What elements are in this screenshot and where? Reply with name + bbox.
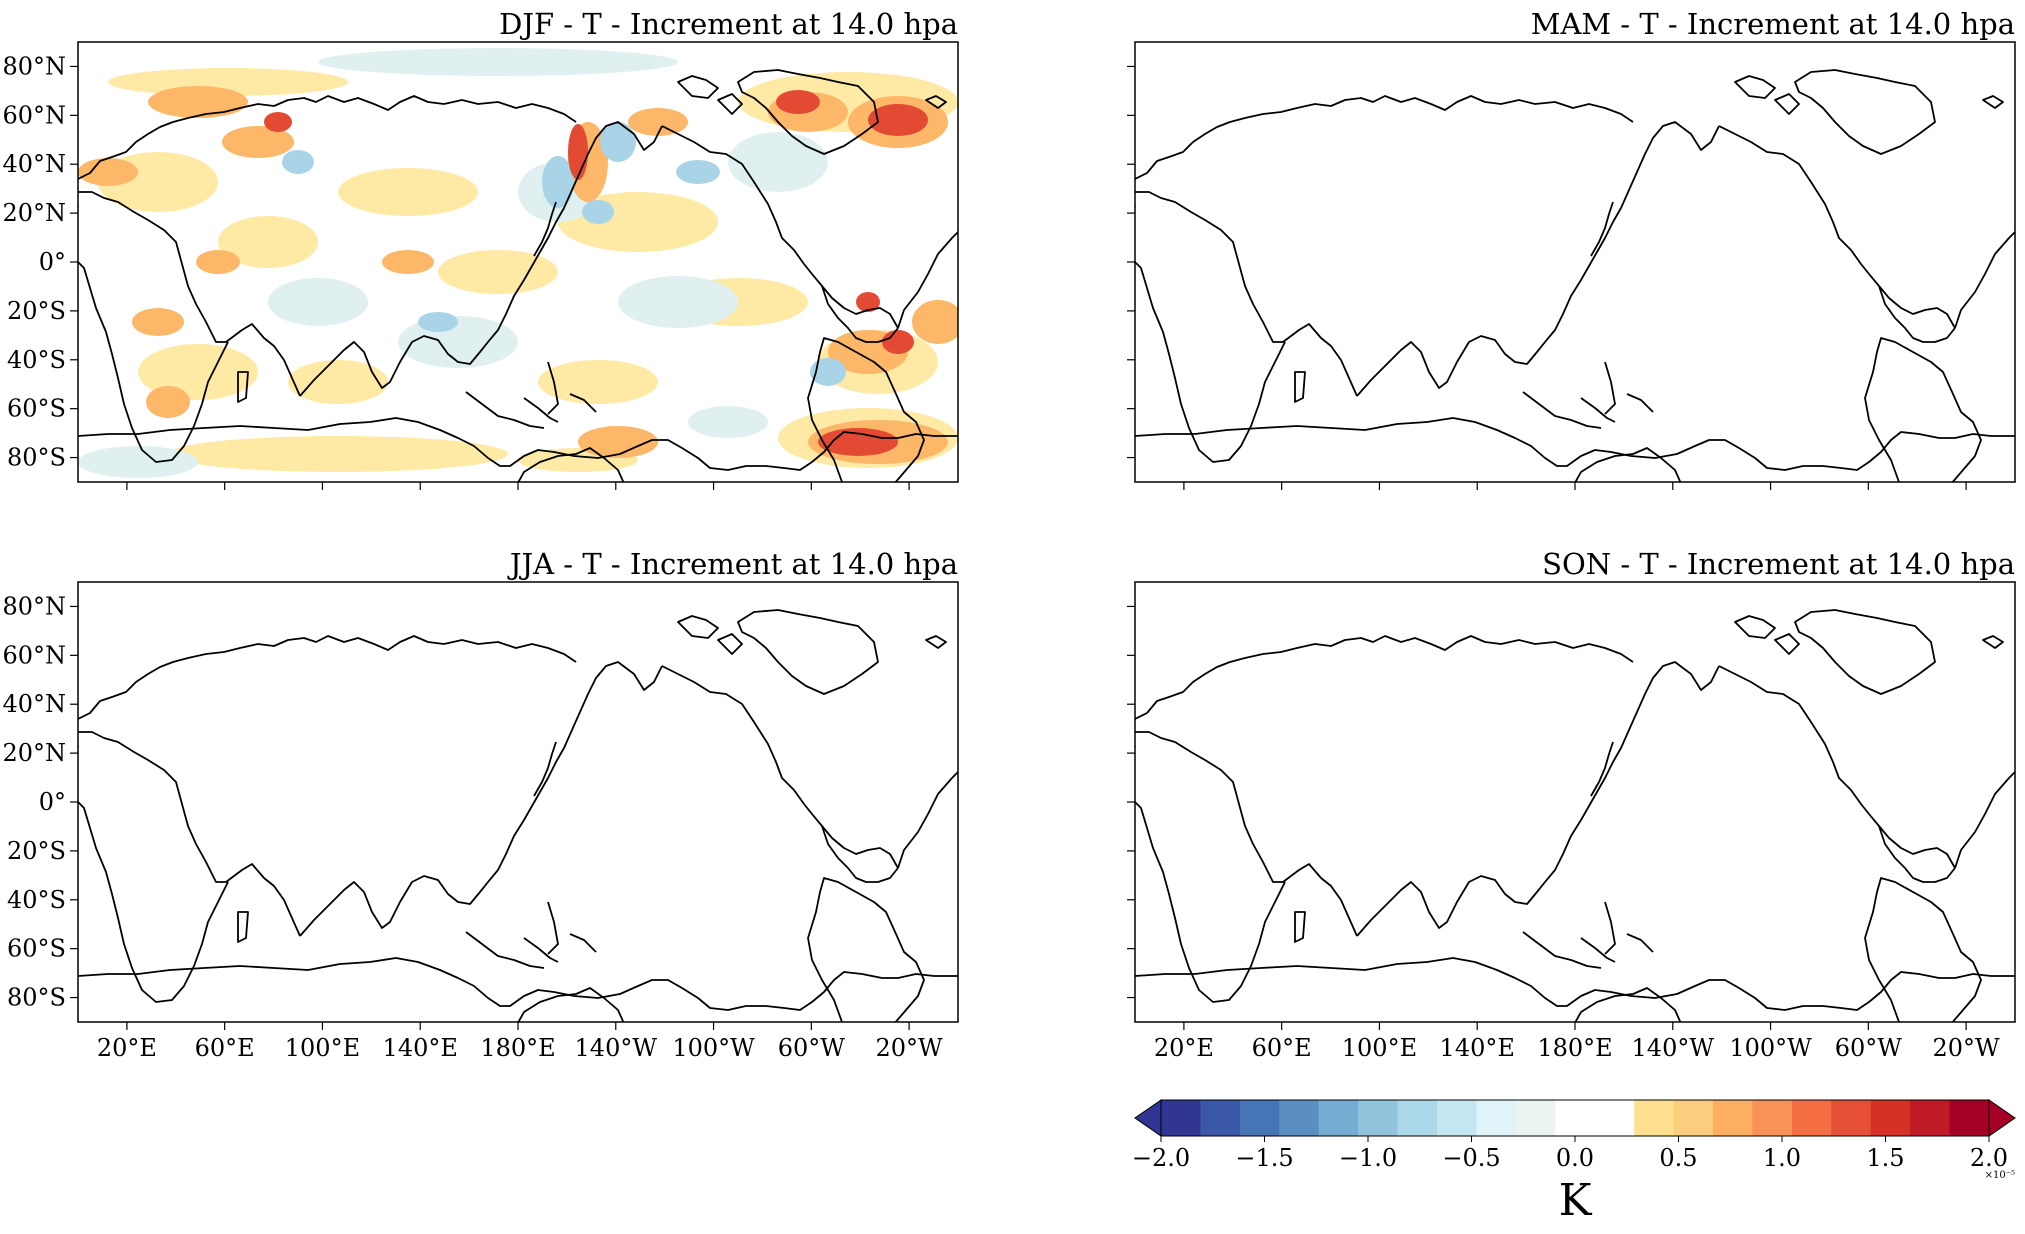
colorbar-ticks: −2.0 −1.5 −1.0 −0.5 0.0 0.5 1.0 1.5 2.0 bbox=[1132, 1136, 2008, 1172]
colorbar-tick-label: −1.5 bbox=[1235, 1144, 1293, 1172]
colorbar-tick-label: −2.0 bbox=[1132, 1144, 1190, 1172]
lat-tick-label: 60°S bbox=[7, 395, 66, 423]
coastlines-jja bbox=[78, 609, 958, 1022]
lat-tick-label: 60°N bbox=[2, 101, 66, 129]
lon-tick-label: 180°E bbox=[1537, 1034, 1612, 1062]
lat-tick-label: 80°S bbox=[7, 984, 66, 1012]
lon-tick-label: 20°W bbox=[1933, 1034, 2001, 1062]
colorbar-segment bbox=[1831, 1100, 1872, 1136]
lat-tick-label: 20°S bbox=[7, 297, 66, 325]
colorbar-segment bbox=[1358, 1100, 1399, 1136]
lat-tick-label: 40°N bbox=[2, 150, 66, 178]
colorbar-extend-min bbox=[1134, 1099, 1162, 1137]
colorbar-segment bbox=[1673, 1100, 1714, 1136]
colorbar-segment bbox=[1910, 1100, 1951, 1136]
lon-tick-label: 140°W bbox=[575, 1034, 658, 1062]
lat-tick-label: 80°N bbox=[2, 52, 66, 80]
lon-tick-label: 140°E bbox=[383, 1034, 458, 1062]
lat-tick-label: 80°S bbox=[7, 444, 66, 472]
colorbar-tick-label: −0.5 bbox=[1442, 1144, 1500, 1172]
lon-tick-label: 20°E bbox=[1154, 1034, 1214, 1062]
colorbar-segment bbox=[1634, 1100, 1675, 1136]
coastlines-son bbox=[1135, 609, 2015, 1022]
lon-tick-label: 60°E bbox=[195, 1034, 255, 1062]
colorbar-segment bbox=[1555, 1100, 1596, 1136]
panel-mam: MAM - T - Increment at 14.0 hpa bbox=[1127, 7, 2016, 490]
panel-title-son: SON - T - Increment at 14.0 hpa bbox=[1542, 547, 2015, 581]
colorbar-extend-max bbox=[1988, 1099, 2016, 1137]
lat-tick-label: 60°S bbox=[7, 935, 66, 963]
colorbar-segment bbox=[1752, 1100, 1793, 1136]
lon-tick-label: 100°E bbox=[285, 1034, 360, 1062]
increment-field-djf bbox=[78, 42, 958, 482]
lon-tick-label: 60°E bbox=[1252, 1034, 1312, 1062]
colorbar-segment bbox=[1279, 1100, 1320, 1136]
colorbar-segment bbox=[1791, 1100, 1832, 1136]
colorbar-segment bbox=[1437, 1100, 1477, 1136]
panel-title-mam: MAM - T - Increment at 14.0 hpa bbox=[1531, 7, 2015, 41]
lon-tick-label: 20°W bbox=[876, 1034, 944, 1062]
lon-tick-label: 100°W bbox=[672, 1034, 755, 1062]
lon-tick-label: 60°W bbox=[778, 1034, 846, 1062]
panel-title-djf: DJF - T - Increment at 14.0 hpa bbox=[499, 7, 958, 41]
colorbar-tick-label: 1.5 bbox=[1866, 1144, 1904, 1172]
lat-tick-label: 20°S bbox=[7, 837, 66, 865]
colorbar-segment bbox=[1476, 1100, 1517, 1136]
colorbar-segments bbox=[1134, 1099, 2016, 1137]
lon-tick-label: 100°E bbox=[1342, 1034, 1417, 1062]
lon-tick-label: 60°W bbox=[1835, 1034, 1903, 1062]
lon-tick-label: 140°W bbox=[1632, 1034, 1715, 1062]
lat-tick-label: 0° bbox=[39, 788, 66, 816]
lon-tick-label: 140°E bbox=[1440, 1034, 1515, 1062]
colorbar-tick-label: 2.0 bbox=[1970, 1144, 2008, 1172]
colorbar-segment bbox=[1161, 1100, 1201, 1136]
colorbar-tick-label: 1.0 bbox=[1763, 1144, 1801, 1172]
panel-son: SON - T - Increment at 14.0 hpa 20°E 60°E… bbox=[1127, 547, 2016, 1062]
colorbar-segment bbox=[1397, 1100, 1438, 1136]
lat-tick-label: 80°N bbox=[2, 592, 66, 620]
colorbar-tick-label: 0.0 bbox=[1556, 1144, 1594, 1172]
colorbar-unit-label: K bbox=[1559, 1175, 1593, 1226]
colorbar: −2.0 −1.5 −1.0 −0.5 0.0 0.5 1.0 1.5 2.0 ×10⁻⁵ K bbox=[1132, 1099, 2016, 1226]
lat-tick-label: 40°S bbox=[7, 346, 66, 374]
colorbar-segment bbox=[1870, 1100, 1911, 1136]
panel-title-jja: JJA - T - Increment at 14.0 hpa bbox=[507, 547, 958, 581]
lat-tick-label: 20°N bbox=[2, 739, 66, 767]
lon-tick-label: 100°W bbox=[1729, 1034, 1812, 1062]
lat-tick-label: 20°N bbox=[2, 199, 66, 227]
colorbar-segment bbox=[1318, 1100, 1359, 1136]
colorbar-segment bbox=[1594, 1100, 1635, 1136]
lat-tick-label: 40°N bbox=[2, 690, 66, 718]
colorbar-segment bbox=[1200, 1100, 1241, 1136]
lat-tick-label: 60°N bbox=[2, 641, 66, 669]
colorbar-tick-label: −1.0 bbox=[1339, 1144, 1397, 1172]
colorbar-exponent-label: ×10⁻⁵ bbox=[1985, 1170, 2015, 1181]
panel-djf: DJF - T - Increment at 14.0 hpa 80°N 60°N… bbox=[2, 7, 959, 490]
colorbar-segment bbox=[1949, 1100, 1990, 1136]
lat-tick-label: 0° bbox=[39, 248, 66, 276]
colorbar-segment bbox=[1515, 1100, 1556, 1136]
lon-tick-label: 20°E bbox=[97, 1034, 157, 1062]
colorbar-segment bbox=[1239, 1100, 1280, 1136]
lat-tick-label: 40°S bbox=[7, 886, 66, 914]
lon-tick-label: 180°E bbox=[480, 1034, 555, 1062]
panel-jja: JJA - T - Increment at 14.0 hpa 80°N 60°N… bbox=[2, 547, 959, 1062]
colorbar-tick-label: 0.5 bbox=[1659, 1144, 1697, 1172]
coastlines-mam bbox=[1135, 69, 2015, 482]
colorbar-segment bbox=[1713, 1100, 1753, 1136]
